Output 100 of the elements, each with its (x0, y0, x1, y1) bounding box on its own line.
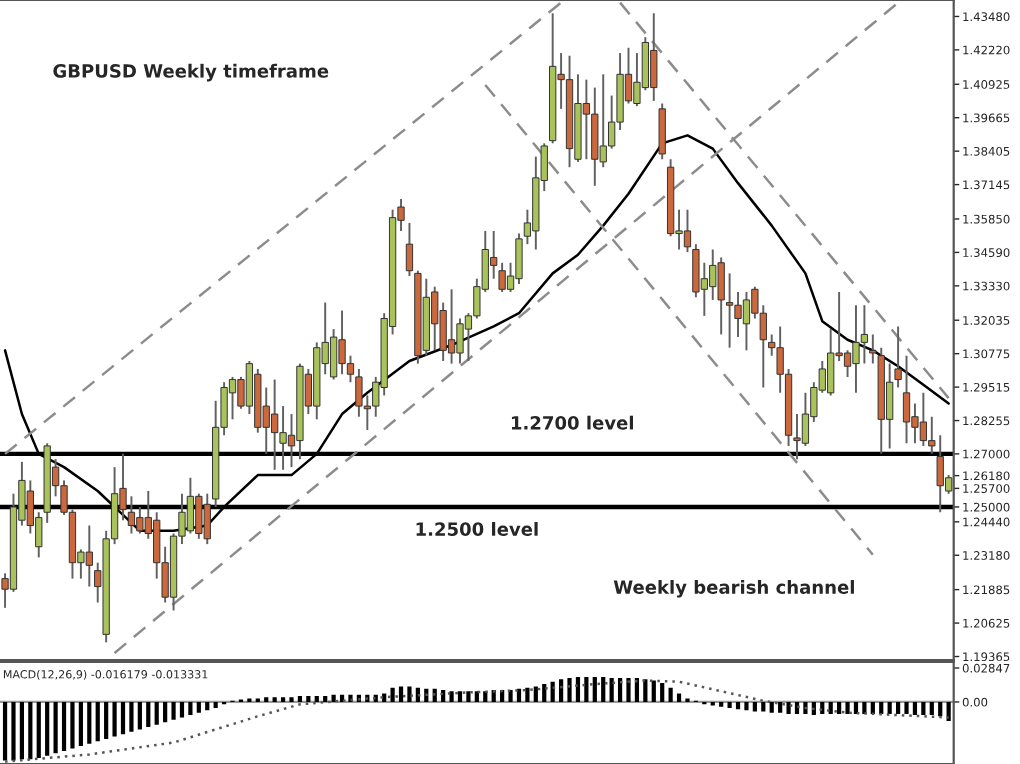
bar (601, 676, 606, 702)
bar (457, 691, 463, 702)
bar (727, 701, 732, 708)
bar (179, 701, 185, 718)
bar (331, 694, 336, 702)
candlestick (228, 375, 237, 421)
bar (921, 701, 926, 716)
annotation: Weekly bearish channel (613, 580, 854, 598)
bar (778, 701, 783, 713)
bar (525, 687, 530, 702)
bar (348, 694, 353, 702)
bar (466, 691, 471, 702)
bar (575, 676, 581, 702)
bar (205, 701, 210, 711)
bar (78, 701, 83, 747)
bar (137, 701, 142, 730)
bar (146, 701, 151, 728)
bar (887, 701, 892, 714)
bar (196, 701, 201, 713)
bar (744, 701, 749, 711)
bar (904, 701, 909, 714)
bar (297, 696, 303, 702)
bar (752, 701, 757, 712)
bar (558, 679, 564, 702)
bar (870, 701, 875, 714)
bar (626, 678, 631, 702)
bar (398, 686, 404, 702)
bar (120, 701, 126, 735)
bar (36, 701, 41, 759)
bar (879, 701, 884, 714)
bar (2, 701, 8, 761)
bar (676, 693, 682, 702)
bar (803, 701, 808, 714)
candlestick (447, 288, 456, 365)
candlestick (195, 492, 203, 540)
bar (769, 701, 774, 713)
candlestick (860, 304, 869, 365)
candlestick (709, 248, 717, 301)
bar (314, 696, 319, 702)
candlestick (919, 391, 928, 447)
bar (87, 701, 92, 744)
bar (407, 686, 412, 702)
bar (449, 691, 454, 702)
candlestick (136, 505, 144, 535)
bar (61, 701, 67, 751)
bar (837, 701, 842, 714)
candlestick (582, 78, 591, 161)
bar (390, 687, 395, 702)
bar (19, 701, 25, 760)
candlestick (717, 256, 725, 336)
bar (129, 701, 134, 732)
bar (584, 676, 589, 702)
bar (761, 701, 766, 712)
bar (45, 701, 50, 756)
candlestick (127, 495, 136, 535)
bar (651, 680, 656, 702)
candlestick (801, 391, 810, 447)
bar (213, 701, 218, 708)
candlestick (683, 208, 692, 254)
candlestick (203, 492, 211, 546)
bar (609, 678, 614, 702)
bar (533, 686, 538, 702)
bar (112, 701, 117, 737)
bar (306, 696, 311, 702)
bar (474, 691, 479, 702)
candlestick (329, 328, 338, 381)
bar (668, 687, 673, 702)
candlestick (658, 102, 666, 161)
bar (104, 701, 109, 739)
candlestick (338, 309, 346, 376)
bar (542, 684, 547, 702)
candlestick (852, 304, 860, 394)
candlestick (405, 221, 414, 278)
bar (735, 701, 741, 710)
bar (617, 678, 623, 702)
bar (938, 701, 943, 717)
bar (592, 676, 597, 702)
bar (188, 701, 193, 716)
bar (95, 701, 100, 742)
bar (643, 679, 648, 702)
bar (53, 701, 58, 754)
bar (828, 701, 833, 714)
bar (11, 701, 16, 761)
candlestick (650, 12, 658, 102)
candlestick (742, 290, 751, 352)
bar (508, 690, 513, 702)
bar (912, 701, 918, 716)
candlestick (843, 349, 852, 378)
candlestick (85, 524, 93, 588)
bar (660, 682, 665, 702)
bar (895, 701, 901, 714)
candlestick (186, 476, 195, 535)
candlestick (902, 354, 911, 445)
bar (323, 696, 328, 702)
candlestick (936, 434, 944, 514)
annotation: 1.2700 level (511, 415, 633, 430)
bar (28, 701, 33, 760)
bar (853, 701, 859, 714)
bar (171, 701, 176, 720)
bar (634, 678, 640, 702)
